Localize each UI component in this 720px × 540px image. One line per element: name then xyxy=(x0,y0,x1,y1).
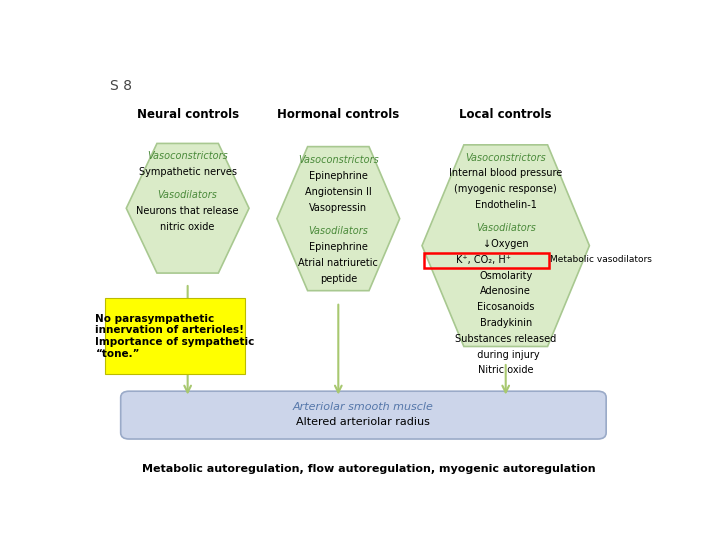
Text: Adenosine: Adenosine xyxy=(480,286,531,296)
Text: Bradykinin: Bradykinin xyxy=(480,318,532,328)
Text: Vasoconstrictors: Vasoconstrictors xyxy=(148,151,228,161)
Text: Osmolarity: Osmolarity xyxy=(479,271,532,281)
Text: Vasoconstrictors: Vasoconstrictors xyxy=(298,156,379,165)
Text: Sympathetic nerves: Sympathetic nerves xyxy=(139,167,237,177)
Text: Neurons that release: Neurons that release xyxy=(136,206,239,216)
Text: Atrial natriuretic: Atrial natriuretic xyxy=(298,258,378,268)
Polygon shape xyxy=(422,145,590,347)
Text: Nitric oxide: Nitric oxide xyxy=(478,366,534,375)
Text: S 8: S 8 xyxy=(109,79,132,93)
Text: Vasopressin: Vasopressin xyxy=(310,203,367,213)
Text: Eicosanoids: Eicosanoids xyxy=(477,302,534,312)
Text: Vasoconstrictors: Vasoconstrictors xyxy=(465,152,546,163)
Text: Arteriolar smooth muscle: Arteriolar smooth muscle xyxy=(293,402,434,412)
Text: (myogenic response): (myogenic response) xyxy=(454,184,557,194)
Text: Local controls: Local controls xyxy=(459,109,552,122)
Text: Metabolic autoregulation, flow autoregulation, myogenic autoregulation: Metabolic autoregulation, flow autoregul… xyxy=(142,464,596,474)
Text: ↓Oxygen: ↓Oxygen xyxy=(483,239,528,249)
Text: Vasodilators: Vasodilators xyxy=(476,223,536,233)
Text: Substances released: Substances released xyxy=(455,334,557,344)
FancyBboxPatch shape xyxy=(121,391,606,439)
Text: Angiotensin II: Angiotensin II xyxy=(305,187,372,197)
Text: Vasodilators: Vasodilators xyxy=(158,191,217,200)
Text: during injury: during injury xyxy=(472,349,540,360)
Text: Endothelin-1: Endothelin-1 xyxy=(474,200,536,210)
Text: K⁺, CO₂, H⁺: K⁺, CO₂, H⁺ xyxy=(456,255,511,265)
Polygon shape xyxy=(277,147,400,291)
Text: Hormonal controls: Hormonal controls xyxy=(277,109,400,122)
Text: Epinephrine: Epinephrine xyxy=(309,242,368,252)
Text: Epinephrine: Epinephrine xyxy=(309,171,368,181)
Text: Vasodilators: Vasodilators xyxy=(308,226,368,236)
FancyBboxPatch shape xyxy=(105,299,245,374)
Text: Metabolic vasodilators: Metabolic vasodilators xyxy=(550,255,652,264)
Text: nitric oxide: nitric oxide xyxy=(161,222,215,232)
Polygon shape xyxy=(126,144,249,273)
Text: No parasympathetic
innervation of arterioles!
Importance of sympathetic
“tone.”: No parasympathetic innervation of arteri… xyxy=(96,314,255,359)
Text: Neural controls: Neural controls xyxy=(137,109,239,122)
Text: peptide: peptide xyxy=(320,274,357,284)
Text: Altered arteriolar radius: Altered arteriolar radius xyxy=(297,417,431,427)
Text: Internal blood pressure: Internal blood pressure xyxy=(449,168,562,178)
